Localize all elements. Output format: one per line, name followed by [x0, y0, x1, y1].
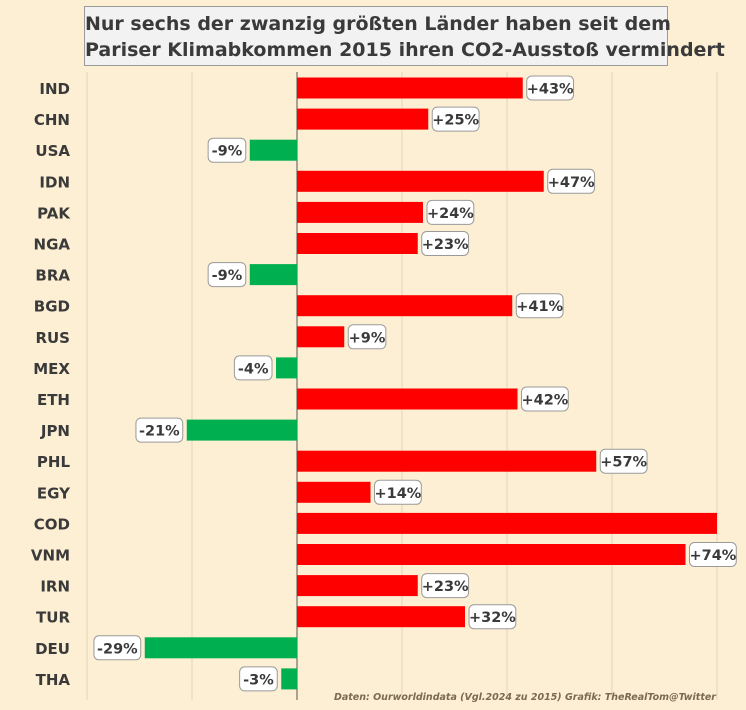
bar-idn — [297, 170, 544, 192]
data-label-box — [421, 231, 470, 256]
category-label-tha: THA — [36, 671, 71, 689]
data-label-irn: +23% — [422, 579, 469, 595]
category-label-bgd: BGD — [34, 298, 70, 316]
data-label-box — [347, 324, 387, 350]
chart-title-line-1: Nur sechs der zwanzig größten Länder hab… — [85, 13, 671, 35]
data-label-box — [207, 137, 247, 163]
bar-rus — [297, 326, 345, 348]
category-label-eth: ETH — [37, 391, 70, 409]
data-label-box — [515, 293, 564, 319]
category-label-tur: TUR — [36, 609, 70, 627]
data-label-bgd: +41% — [516, 299, 563, 315]
data-label-vnm: +74% — [689, 548, 736, 564]
bar-cod — [297, 512, 717, 534]
data-label-box — [521, 386, 569, 412]
data-label-box — [239, 666, 278, 692]
data-label-box — [599, 448, 648, 474]
data-label-bra: -9% — [212, 268, 243, 284]
data-label-rus: +9% — [349, 330, 386, 346]
data-label-box — [547, 168, 596, 194]
data-label-box — [93, 635, 142, 661]
bar-mex — [276, 357, 297, 379]
data-label-egy: +14% — [374, 486, 421, 502]
bar-egy — [297, 481, 371, 503]
category-label-mex: MEX — [33, 360, 70, 378]
bar-irn — [297, 575, 418, 597]
data-label-pak: +24% — [427, 206, 474, 222]
data-label-box — [207, 262, 247, 288]
data-label-idn: +47% — [548, 175, 595, 191]
category-label-egy: EGY — [37, 484, 71, 502]
category-label-pak: PAK — [37, 204, 71, 222]
category-label-rus: RUS — [35, 329, 70, 347]
category-label-vnm: VNM — [31, 547, 70, 565]
bar-ind — [297, 77, 523, 99]
bar-tur — [297, 606, 465, 628]
bar-jpn — [186, 419, 297, 441]
data-label-box — [135, 417, 184, 443]
data-label-box — [689, 542, 737, 567]
chart-title-line-2: Pariser Klimabkommen 2015 ihren CO2-Auss… — [85, 39, 725, 61]
category-label-phl: PHL — [37, 453, 71, 471]
data-label-jpn: -21% — [139, 424, 180, 440]
category-label-ind: IND — [39, 80, 70, 98]
bar-nga — [297, 233, 418, 254]
bar-eth — [297, 388, 518, 410]
bar-tha — [281, 668, 297, 690]
source-note: Daten: Ourworldindata (Vgl.2024 zu 2015)… — [333, 692, 716, 703]
bar-phl — [297, 450, 597, 472]
data-label-box — [233, 355, 273, 381]
data-label-box — [374, 479, 422, 505]
data-label-chn: +25% — [432, 113, 479, 129]
data-label-tha: -3% — [243, 672, 274, 688]
data-label-eth: +42% — [521, 393, 568, 409]
data-label-box — [426, 199, 475, 225]
data-label-deu: -29% — [97, 641, 138, 657]
category-label-usa: USA — [35, 142, 70, 160]
data-label-box — [421, 573, 470, 599]
category-label-jpn: JPN — [40, 422, 70, 440]
data-label-nga: +23% — [422, 237, 469, 253]
bar-vnm — [297, 544, 686, 565]
data-label-box — [431, 106, 480, 132]
data-label-tur: +32% — [469, 610, 516, 626]
category-label-nga: NGA — [34, 236, 71, 254]
bar-deu — [144, 637, 297, 659]
data-label-ind: +43% — [527, 82, 574, 98]
category-label-irn: IRN — [40, 578, 70, 596]
data-label-phl: +57% — [600, 455, 647, 471]
category-label-deu: DEU — [35, 640, 70, 658]
category-label-idn: IDN — [39, 173, 70, 191]
data-label-box — [526, 75, 575, 101]
bar-chn — [297, 108, 429, 130]
bar-usa — [249, 139, 297, 161]
data-label-box — [468, 604, 517, 630]
category-label-cod: COD — [34, 515, 70, 533]
bar-pak — [297, 201, 423, 223]
title-box: Nur sechs der zwanzig größten Länder hab… — [84, 6, 725, 66]
data-label-usa: -9% — [212, 144, 243, 160]
category-label-chn: CHN — [34, 111, 70, 129]
category-label-bra: BRA — [35, 267, 70, 285]
bar-bra — [249, 264, 297, 286]
data-label-mex: -4% — [238, 361, 269, 377]
bar-bgd — [297, 295, 513, 317]
